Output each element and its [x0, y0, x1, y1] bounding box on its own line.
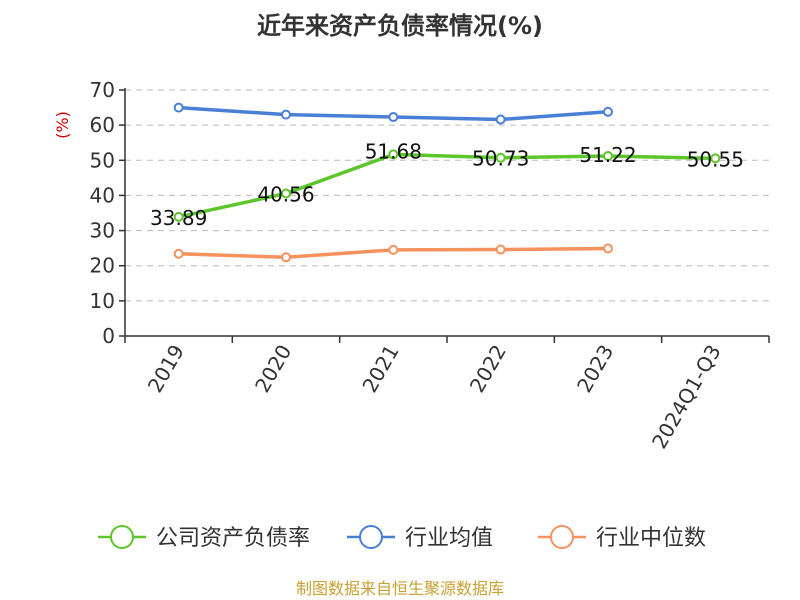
data-labels: 33.89 40.56 51.68 50.73 51.22 50.55 [150, 139, 744, 230]
data-label: 40.56 [257, 182, 314, 206]
y-tick-label: 50 [90, 148, 115, 172]
legend-swatch-marker [359, 525, 383, 549]
x-tick-label: 2024Q1-Q3 [647, 341, 726, 453]
legend-swatch-marker [110, 525, 134, 549]
data-point [388, 149, 399, 160]
y-axis-label: (%) [53, 111, 72, 139]
y-tick-label: 40 [90, 183, 115, 207]
data-point [603, 106, 613, 117]
data-label: 33.89 [150, 206, 207, 230]
data-point [603, 150, 613, 161]
x-tick-label: 2019 [143, 341, 189, 397]
y-tick-label: 30 [90, 219, 115, 243]
data-label: 50.55 [687, 147, 744, 171]
data-label: 50.73 [472, 147, 529, 171]
legend-label: 行业中位数 [596, 526, 706, 551]
data-point [281, 109, 291, 120]
chart-title: 近年来资产负债率情况(%) [257, 12, 543, 40]
source-note: 制图数据来自恒生聚源数据库 [296, 579, 504, 598]
series-line-0 [178, 152, 716, 219]
data-point [710, 153, 721, 164]
data-label: 51.68 [365, 139, 422, 163]
data-point [495, 152, 506, 163]
y-tick-label: 10 [90, 289, 115, 313]
y-tick-label: 0 [102, 324, 115, 348]
data-point [495, 244, 506, 255]
data-point [173, 102, 184, 113]
y-tick-label: 60 [90, 113, 115, 137]
series-lines [173, 102, 721, 263]
legend-label: 行业均值 [405, 526, 493, 551]
data-point [495, 114, 506, 125]
grid-lines [125, 89, 769, 302]
x-tick-label: 2020 [250, 341, 296, 397]
data-point [388, 244, 399, 255]
x-tick-label: 2021 [357, 341, 403, 397]
y-tick-label: 20 [90, 254, 115, 278]
data-point [603, 243, 613, 254]
data-point [173, 211, 184, 222]
y-tick-label: 70 [90, 78, 115, 102]
legend-swatch-marker [550, 525, 574, 549]
x-tick-label: 2023 [572, 341, 618, 397]
data-label: 51.22 [579, 143, 636, 167]
data-point [281, 188, 291, 199]
data-point [388, 112, 399, 123]
data-point [173, 248, 184, 259]
x-tick-label: 2022 [465, 341, 511, 397]
legend: 公司资产负债率 行业均值 行业中位数 [98, 525, 706, 551]
data-point [281, 252, 291, 263]
legend-label: 公司资产负债率 [156, 526, 310, 551]
